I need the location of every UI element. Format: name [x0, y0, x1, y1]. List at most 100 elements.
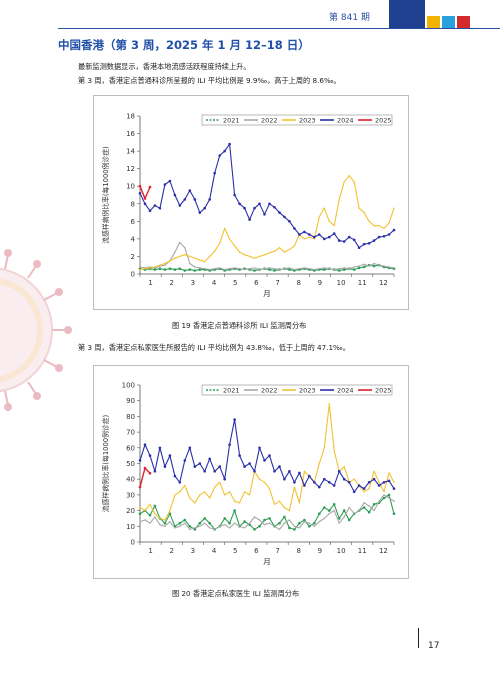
data-point-2023 [189, 497, 191, 499]
data-point-2024 [263, 213, 266, 216]
x-tick-label: 6 [254, 547, 259, 555]
data-point-2022 [333, 509, 335, 512]
data-point-2024 [233, 418, 236, 421]
data-point-2022 [298, 527, 301, 529]
data-point-2023 [243, 254, 246, 256]
data-point-2023 [298, 502, 301, 504]
data-point-2024 [367, 242, 371, 245]
data-point-2022 [238, 268, 241, 270]
data-point-2024 [243, 206, 246, 210]
data-point-2023 [174, 494, 176, 496]
data-point-2022 [189, 262, 191, 265]
data-point-2023 [363, 211, 365, 214]
data-point-2024 [352, 490, 356, 494]
figure-19-box: 0 2 4 6 8 10 12 14 16 18 1 2 3 4 5 6 7 8 9 10 11 12 月流感样病例比率(每… [93, 95, 409, 310]
data-point-2023 [219, 481, 221, 483]
data-point-2024 [382, 481, 386, 484]
x-tick-label: 10 [337, 547, 346, 555]
data-point-2022 [219, 525, 221, 527]
y-tick-label: 10 [126, 183, 135, 191]
y-tick-label: 0 [131, 539, 135, 547]
data-point-2023 [323, 207, 325, 209]
data-point-2022 [313, 525, 315, 527]
data-point-2022 [278, 268, 281, 271]
data-point-2024 [357, 484, 361, 487]
data-point-2024 [218, 154, 221, 157]
y-tick-label: 80 [126, 413, 135, 421]
y-tick-label: 50 [126, 460, 135, 468]
data-point-2023 [253, 257, 256, 259]
data-point-2021 [332, 503, 336, 506]
data-point-2024 [248, 462, 251, 465]
legend-label-2025: 2025 [375, 117, 392, 125]
data-point-2023 [258, 255, 261, 258]
data-point-2023 [258, 478, 261, 480]
data-point-2024 [248, 218, 251, 221]
data-point-2022 [383, 494, 385, 496]
data-point-2021 [163, 521, 167, 525]
data-point-2023 [343, 465, 345, 468]
data-point-2022 [288, 267, 291, 269]
data-point-2022 [288, 519, 291, 521]
data-point-2023 [378, 225, 380, 227]
section-title: 中国香港（第 3 周，2025 年 1 月 12–18 日） [58, 38, 310, 52]
data-point-2022 [238, 525, 241, 527]
series-line-2023 [139, 403, 395, 521]
data-point-2023 [248, 494, 251, 496]
data-point-2024 [382, 235, 386, 238]
y-tick-label: 2 [131, 253, 135, 261]
data-point-2022 [253, 516, 256, 518]
data-point-2023 [288, 248, 291, 251]
x-tick-label: 5 [233, 279, 237, 287]
data-point-2022 [258, 268, 261, 271]
data-point-2022 [268, 522, 271, 524]
data-point-2022 [328, 513, 330, 515]
data-point-2024 [253, 470, 256, 473]
data-point-2022 [194, 527, 196, 529]
brand-bar-cyan [442, 16, 455, 28]
data-point-2023 [159, 517, 161, 520]
legend-label-2021: 2021 [223, 387, 240, 395]
x-tick-label: 8 [297, 547, 301, 555]
data-point-2023 [388, 472, 390, 474]
page-number: 17 [428, 641, 440, 651]
data-point-2022 [214, 268, 216, 270]
data-point-2022 [273, 525, 276, 527]
data-point-2024 [258, 202, 261, 206]
data-point-2021 [367, 510, 371, 514]
data-point-2024 [387, 233, 391, 236]
data-point-2023 [348, 175, 350, 177]
data-point-2024 [173, 474, 177, 478]
series-line-2024 [139, 143, 395, 249]
data-point-2023 [194, 502, 196, 504]
data-point-2022 [248, 522, 251, 524]
data-point-2024 [188, 189, 192, 192]
data-point-2022 [323, 267, 325, 269]
data-point-2022 [263, 524, 266, 526]
data-point-2021 [313, 521, 316, 525]
x-tick-label: 11 [358, 547, 367, 555]
data-point-2023 [214, 250, 216, 252]
data-point-2022 [383, 265, 385, 267]
figure-19-caption: 图 19 香港定点普通科诊所 ILI 监测周分布 [172, 321, 307, 330]
y-tick-label: 14 [126, 148, 135, 156]
x-tick-label: 4 [212, 279, 217, 287]
data-point-2024 [138, 191, 142, 195]
data-point-2024 [208, 457, 211, 461]
data-point-2024 [198, 462, 202, 465]
data-point-2022 [363, 263, 365, 265]
data-point-2023 [248, 255, 251, 258]
data-point-2022 [393, 267, 395, 269]
data-point-2022 [139, 266, 141, 268]
data-point-2023 [358, 207, 360, 209]
data-point-2023 [393, 207, 395, 209]
data-point-2022 [293, 268, 296, 271]
data-point-2021 [228, 521, 231, 525]
data-point-2023 [169, 260, 171, 262]
data-point-2024 [347, 235, 351, 239]
data-point-2021 [347, 518, 351, 522]
data-point-2024 [377, 484, 381, 487]
data-point-2024 [268, 454, 271, 457]
x-tick-label: 2 [170, 547, 174, 555]
